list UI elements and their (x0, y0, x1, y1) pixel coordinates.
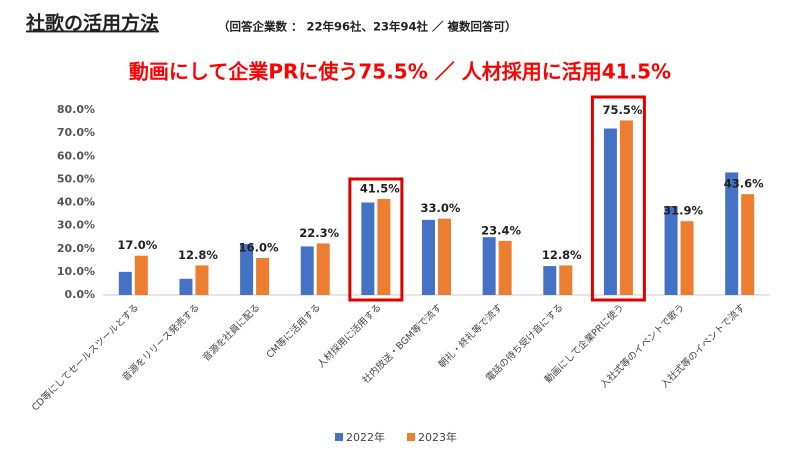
bar (316, 243, 330, 295)
value-label: 23.4% (481, 223, 521, 237)
chart-title: 社歌の活用方法 (25, 12, 159, 35)
bar (603, 128, 617, 295)
y-tick-label: 40.0% (57, 196, 95, 209)
bar (361, 202, 375, 295)
bar (664, 205, 678, 295)
value-label: 43.6% (724, 177, 764, 191)
chart-subtitle: （回答企業数 ： 22年96社、23年94社 ／ 複数回答可） (218, 20, 517, 34)
bar (195, 265, 209, 295)
y-tick-label: 30.0% (57, 219, 95, 232)
bar (741, 194, 755, 295)
bar (377, 199, 391, 295)
value-label: 12.8% (542, 248, 582, 262)
bar (422, 219, 435, 295)
value-label: 75.5% (602, 103, 642, 117)
legend-swatch (335, 433, 343, 441)
headline: 動画にして企業PRに使う75.5% ／ 人材採用に活用41.5% (129, 60, 671, 84)
bar (619, 120, 633, 295)
bar (559, 265, 573, 295)
highlight-box (348, 177, 404, 302)
legend-label: 2023年 (418, 430, 457, 444)
x-tick-label: 朝礼・終礼等で流す (436, 301, 505, 370)
x-tick-label: 人材採用に活用する (315, 301, 384, 370)
bar (179, 278, 193, 295)
highlight-box (590, 95, 646, 302)
y-tick-label: 50.0% (57, 172, 95, 185)
value-label: 41.5% (360, 182, 400, 196)
y-tick-label: 80.0% (57, 103, 95, 116)
bar (134, 255, 148, 295)
value-label: 33.0% (421, 201, 461, 215)
value-label: 16.0% (239, 241, 279, 255)
bar (482, 237, 496, 295)
bar (118, 271, 132, 295)
y-tick-label: 0.0% (64, 288, 95, 301)
legend-label: 2022年 (346, 430, 385, 444)
value-label: 17.0% (117, 238, 157, 252)
bar (543, 266, 557, 295)
legend-swatch (407, 433, 415, 441)
bar (680, 221, 694, 295)
bar (438, 218, 451, 295)
bar (300, 246, 314, 295)
x-tick-label: CM等に活用する (264, 301, 323, 360)
y-tick-label: 60.0% (57, 149, 95, 162)
x-tick-label: CD等にしてセールスツールとする (29, 301, 141, 413)
y-tick-label: 20.0% (57, 242, 95, 255)
bar (256, 258, 270, 295)
value-label: 22.3% (299, 226, 339, 240)
y-tick-label: 70.0% (57, 126, 95, 139)
bar (498, 240, 512, 295)
value-label: 31.9% (663, 204, 703, 218)
value-label: 12.8% (178, 248, 218, 262)
bar (240, 244, 254, 295)
y-tick-label: 10.0% (57, 265, 95, 278)
x-tick-label: 音源を社員に配る (200, 301, 262, 363)
bar (725, 172, 739, 295)
